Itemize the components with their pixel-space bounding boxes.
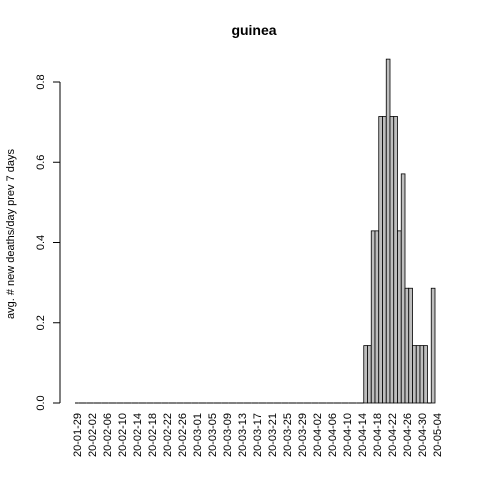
x-tick-label: 20-02-06: [102, 413, 114, 457]
x-tick-label: 20-04-14: [357, 413, 369, 457]
y-tick-label: 0.6: [35, 155, 47, 170]
x-tick-label: 20-04-30: [417, 413, 429, 457]
x-tick-label: 20-03-25: [282, 413, 294, 457]
x-tick-label: 20-02-14: [132, 413, 144, 457]
bar: [393, 116, 398, 404]
x-tick-label: 20-04-26: [402, 413, 414, 457]
x-tick-label: 20-03-09: [222, 413, 234, 457]
x-tick-label: 20-03-01: [192, 413, 204, 457]
x-tick-label: 20-01-29: [72, 413, 84, 457]
y-tick-label: 0.4: [35, 235, 47, 250]
x-tick-label: 20-02-22: [162, 413, 174, 457]
y-tick-label: 0.8: [35, 74, 47, 89]
chart-title: guinea: [231, 22, 276, 38]
bar: [408, 287, 413, 404]
bar: [378, 116, 383, 404]
x-tick-label: 20-03-29: [297, 413, 309, 457]
x-tick-label: 20-03-05: [207, 413, 219, 457]
bar: [397, 230, 402, 404]
bar: [419, 345, 425, 404]
bar: [415, 345, 421, 404]
bar: [423, 345, 428, 404]
bar: [385, 58, 391, 404]
x-tick-label: 20-02-02: [87, 413, 99, 457]
x-tick-label: 20-05-04: [432, 413, 444, 457]
y-tick-label: 0.2: [35, 315, 47, 330]
x-tick-label: 20-02-26: [177, 413, 189, 457]
bar: [363, 345, 368, 404]
bar: [370, 230, 376, 404]
y-axis: 0.0 0.2 0.4 0.6 0.8: [35, 74, 61, 411]
bar: [374, 230, 380, 404]
x-tick-label: 20-03-21: [267, 413, 279, 457]
x-tick-label: 20-03-17: [252, 413, 264, 457]
bar: [367, 345, 372, 404]
x-axis: 20-01-29 20-02-02 20-02-06 20-02-10 20-02-14…: [72, 413, 444, 457]
x-tick-label: 20-04-10: [342, 413, 354, 457]
x-tick-label: 20-03-13: [237, 413, 249, 457]
bar: [404, 287, 410, 404]
bar: [400, 173, 406, 404]
y-axis-label: avg. # new deaths/day prev 7 days: [5, 149, 17, 319]
x-tick-label: 20-04-02: [312, 413, 324, 457]
bar: [382, 116, 387, 404]
bars: [75, 58, 436, 404]
x-tick-label: 20-04-22: [387, 413, 399, 457]
y-tick-label: 0.0: [35, 395, 47, 410]
x-tick-label: 20-02-10: [117, 413, 129, 457]
bar: [430, 287, 436, 404]
bar: [412, 345, 417, 404]
x-tick-label: 20-04-18: [372, 413, 384, 457]
x-tick-label: 20-02-18: [147, 413, 159, 457]
bar: [389, 116, 395, 404]
x-tick-label: 20-04-06: [327, 413, 339, 457]
